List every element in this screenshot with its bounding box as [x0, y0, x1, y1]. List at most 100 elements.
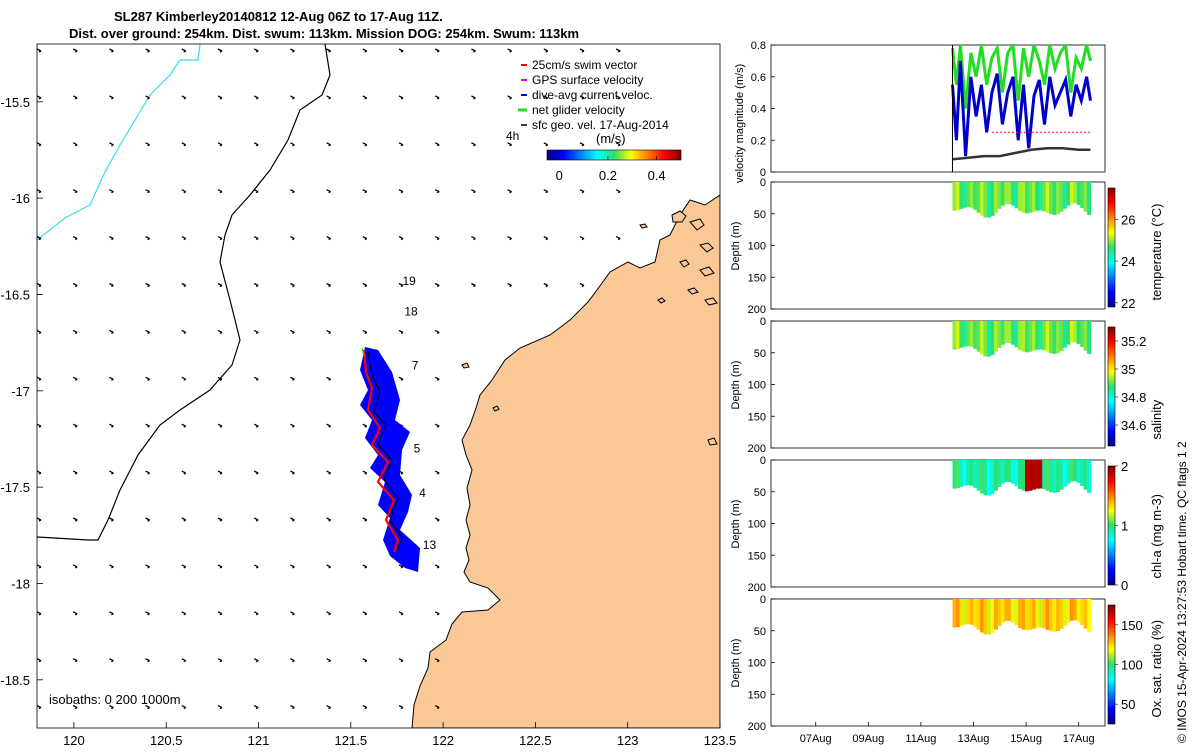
profile-cell — [1062, 460, 1067, 487]
profile-cell — [1035, 599, 1040, 628]
time-tick-label: 15Aug — [1010, 733, 1042, 745]
current-arrow — [362, 236, 368, 241]
profile-cell — [1059, 182, 1064, 212]
current-arrow — [253, 658, 259, 663]
current-arrow — [434, 376, 440, 381]
profile-cell — [1000, 599, 1005, 623]
current-arrow — [579, 142, 585, 147]
current-arrow — [181, 236, 187, 241]
profile-cell — [993, 321, 998, 352]
velocity-y-tick-label: 0 — [760, 167, 766, 179]
profile-cell — [1066, 321, 1071, 345]
depth-tick-label: 0 — [760, 177, 766, 189]
current-arrow — [109, 376, 114, 381]
current-arrow — [579, 48, 585, 53]
current-arrow — [434, 329, 440, 334]
profile-cell — [1087, 599, 1092, 632]
current-arrow — [217, 423, 223, 428]
profile-cell — [1025, 321, 1030, 353]
current-arrow — [109, 611, 114, 616]
current-arrow — [579, 236, 585, 241]
current-arrow — [471, 282, 476, 288]
profile-cell — [1056, 460, 1061, 492]
profile-cell — [1042, 321, 1047, 351]
velocity-y-tick-label: 0.6 — [751, 72, 766, 84]
velocity-y-tick-label: 0.2 — [751, 135, 766, 147]
profile-cell — [1087, 460, 1092, 493]
current-arrow — [145, 329, 150, 334]
profile-cell — [1049, 182, 1054, 215]
current-arrow — [326, 376, 331, 381]
colorbar-tick-label: 22 — [1121, 296, 1135, 311]
profile-cell — [1011, 182, 1016, 206]
velocity-panel: 0 0.2 0.4 0.6 0.8 velocity magnitude (m/s) — [734, 40, 1106, 183]
time-axis: 07Aug 09Aug 11Aug 13Aug 15Aug 17Aug — [800, 722, 1095, 745]
current-arrow — [109, 658, 114, 663]
map-frame — [36, 43, 721, 729]
profile-cell — [993, 182, 998, 213]
series-dive-avg-current-veloc- — [951, 60, 1092, 157]
map-colorbar-tick-label: 0.4 — [648, 168, 666, 183]
current-arrow — [326, 517, 331, 522]
legend: 25cm/s swim vector GPS surface velocity … — [506, 58, 682, 183]
profile-cell — [962, 460, 967, 486]
current-arrow — [398, 236, 404, 241]
profile-cell — [1018, 321, 1023, 350]
current-arrow — [72, 48, 78, 53]
current-arrow — [145, 470, 150, 475]
profile-cell — [952, 599, 957, 628]
series-sfc-geo-vel-17-aug-2014 — [952, 146, 1091, 161]
profile-cell — [1007, 182, 1012, 204]
time-tick-label: 17Aug — [1063, 733, 1095, 745]
profile-cell — [1011, 599, 1016, 623]
profile-cell — [969, 460, 974, 486]
profile-cell — [983, 460, 988, 496]
current-arrow — [145, 517, 150, 522]
day-label: 19 — [402, 274, 416, 288]
current-arrow — [37, 423, 42, 428]
profile-cell — [1007, 460, 1012, 482]
current-arrow — [217, 189, 223, 194]
profile-cell — [969, 321, 974, 347]
current-arrow — [471, 189, 476, 194]
profile-cell — [1014, 599, 1019, 626]
profile-cell — [1000, 182, 1005, 206]
profile-cell — [1004, 599, 1009, 621]
profile-cell — [1076, 599, 1081, 622]
current-arrow — [181, 423, 187, 428]
current-arrow — [326, 236, 331, 241]
colorbar-tick-label: 35.2 — [1121, 334, 1146, 349]
glider-track-line — [367, 351, 403, 551]
current-arrow — [615, 48, 621, 53]
current-arrow — [615, 236, 621, 241]
legend-entry-dive: dive-avg current veloc. — [532, 88, 653, 102]
current-arrow — [72, 423, 78, 428]
current-arrow — [434, 48, 440, 53]
depth-tick-label: 100 — [748, 380, 766, 392]
colorbar-tick-label: 50 — [1121, 697, 1135, 712]
current-arrow — [253, 705, 259, 710]
current-arrow — [72, 470, 78, 475]
colorbar-tick-label: 35 — [1121, 362, 1135, 377]
current-arrow — [72, 329, 78, 334]
island — [671, 210, 687, 223]
profile-cell — [962, 599, 967, 625]
profile-data — [952, 182, 1092, 218]
surface-current-arrows — [37, 48, 621, 710]
profile-cell — [997, 599, 1002, 626]
current-arrow — [290, 142, 295, 147]
current-arrow — [290, 329, 295, 334]
current-arrow — [72, 658, 78, 663]
profile-cell — [973, 182, 978, 210]
profile-cell — [1066, 460, 1071, 484]
time-tick-label: 09Aug — [852, 733, 884, 745]
current-arrow — [253, 470, 259, 475]
current-arrow — [434, 423, 440, 428]
depth-axis-label: Depth (m) — [730, 222, 742, 271]
profile-cell — [987, 182, 992, 218]
current-arrow — [217, 705, 223, 710]
profile-cell — [1000, 460, 1005, 484]
profile-cell — [1028, 460, 1033, 491]
profile-cell — [1028, 599, 1033, 630]
profile-cell — [1076, 321, 1081, 344]
